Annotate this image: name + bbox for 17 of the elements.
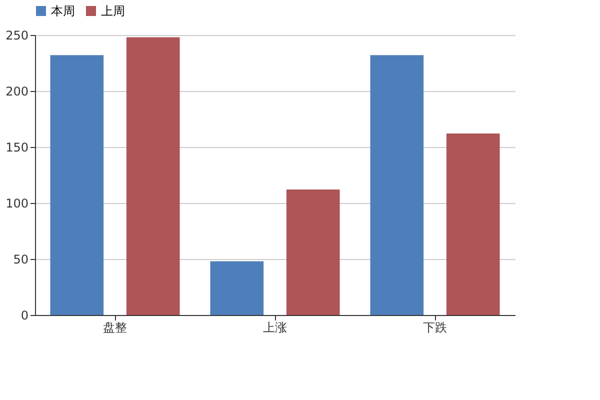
x-tick-label: 上涨	[263, 320, 287, 334]
bar	[286, 190, 340, 315]
y-tick-label: 0	[20, 308, 28, 322]
x-tick-label: 下跌	[423, 320, 447, 334]
bar	[50, 55, 104, 315]
bar	[210, 261, 264, 315]
y-tick-label: 250	[6, 28, 28, 42]
legend-label: 本周	[51, 4, 75, 18]
bar	[370, 55, 424, 315]
y-tick-label: 200	[6, 84, 28, 98]
legend-label: 上周	[101, 4, 125, 18]
y-tick-label: 150	[6, 140, 28, 154]
y-tick-label: 50	[13, 252, 28, 266]
bar	[446, 134, 500, 315]
bar	[126, 37, 180, 315]
x-tick-label: 盘整	[103, 320, 127, 334]
y-tick-label: 100	[6, 196, 28, 210]
